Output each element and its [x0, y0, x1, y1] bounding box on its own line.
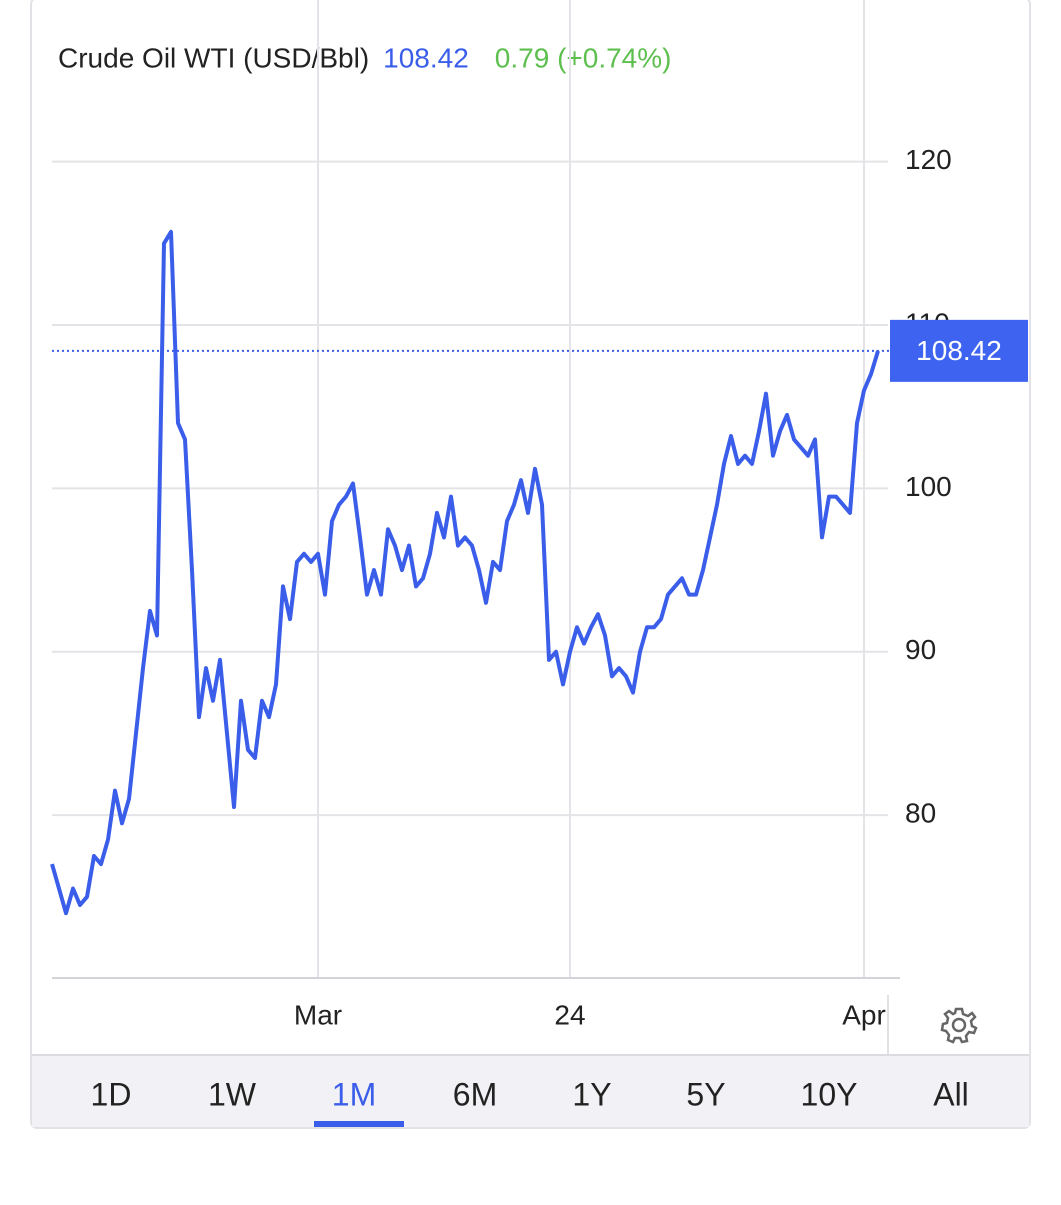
x-tick-label: 24	[554, 999, 585, 1030]
range-button[interactable]: 10Y	[801, 1076, 858, 1112]
active-underline	[314, 1121, 404, 1127]
x-tick-label: Apr	[842, 999, 886, 1030]
range-button[interactable]: 1M	[332, 1076, 376, 1112]
last-price-label: 108.42	[916, 335, 1002, 366]
y-tick-label: 80	[905, 798, 936, 829]
last-price-box	[890, 319, 1028, 382]
y-tick-label: 120	[905, 144, 952, 175]
price: 108.42	[383, 42, 469, 73]
y-tick-label: 90	[905, 634, 936, 665]
range-button[interactable]: 5Y	[686, 1076, 725, 1112]
range-button[interactable]: All	[933, 1076, 969, 1112]
chart-title: Crude Oil WTI (USD/Bbl)	[58, 42, 369, 73]
settings-icon[interactable]	[940, 1007, 978, 1044]
card-frame	[30, 0, 1031, 1129]
range-button[interactable]: 1Y	[572, 1076, 611, 1112]
range-button[interactable]: 1D	[91, 1076, 132, 1112]
change: 0.79 (+0.74%)	[495, 42, 672, 73]
price-line	[50, 229, 880, 916]
range-button[interactable]: 6M	[453, 1076, 497, 1112]
y-tick-label: 100	[905, 471, 952, 502]
range-button[interactable]: 1W	[208, 1076, 257, 1112]
x-tick-label: Mar	[294, 999, 342, 1030]
range-bar	[32, 1055, 1029, 1127]
